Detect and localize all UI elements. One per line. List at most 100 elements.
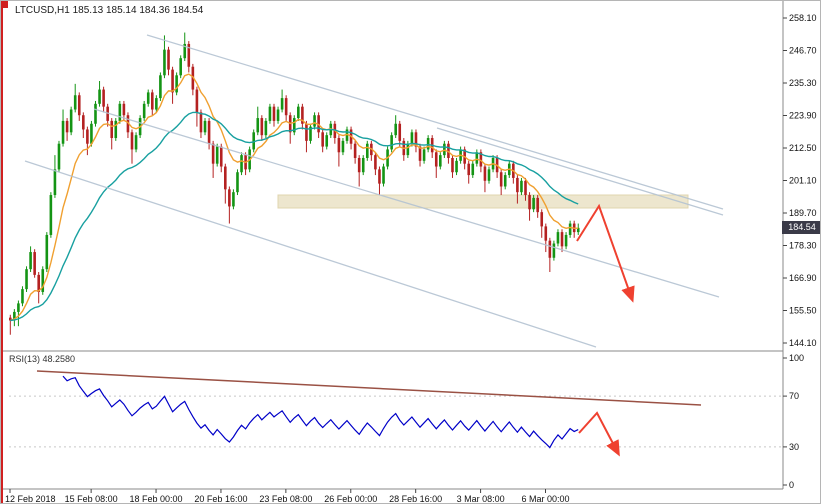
- candle-body: [122, 103, 126, 116]
- candle-body: [232, 192, 235, 207]
- candle-body: [337, 138, 341, 153]
- candle-body: [199, 112, 203, 133]
- candle-body: [390, 135, 393, 150]
- candle-body: [560, 232, 564, 247]
- candle-body: [451, 157, 454, 173]
- candle-body: [382, 166, 385, 184]
- candle-body: [211, 143, 215, 164]
- candle-body: [57, 143, 61, 170]
- candle-body: [260, 118, 264, 136]
- candle-body: [576, 227, 580, 233]
- price-axis-label: 166.90: [789, 273, 817, 283]
- candle-body: [357, 157, 361, 173]
- candle-body: [487, 169, 491, 181]
- window-corner-mark: [1, 1, 8, 8]
- candle-body: [90, 123, 93, 144]
- time-axis-label: 26 Feb 00:00: [324, 494, 377, 504]
- candle-body: [25, 269, 28, 290]
- candle-body: [297, 106, 300, 119]
- candle-body: [65, 120, 69, 133]
- candle-body: [353, 143, 357, 158]
- candle-body: [195, 89, 199, 113]
- rsi-trendline[interactable]: [36, 370, 702, 406]
- candle-body: [434, 152, 438, 167]
- trend-channel-line[interactable]: [436, 127, 724, 216]
- candle-body: [167, 49, 170, 70]
- price-axis-label: 155.50: [789, 306, 817, 316]
- candle-body: [528, 195, 531, 210]
- candle-body: [406, 143, 410, 156]
- candle-body: [69, 109, 73, 133]
- candle-body: [146, 92, 150, 104]
- candle-body: [455, 160, 458, 173]
- candle-body: [41, 269, 45, 292]
- rsi-indicator-label: RSI(13) 48.2580: [9, 354, 76, 364]
- candle-body: [341, 140, 345, 153]
- candle-body: [556, 232, 560, 244]
- time-axis-label: 28 Feb 16:00: [389, 494, 442, 504]
- price-axis-label: 201.10: [789, 176, 817, 186]
- price-projection-arrow[interactable]: [576, 203, 635, 303]
- candle-body: [86, 129, 89, 144]
- candle-body: [118, 103, 122, 121]
- trend-channel-line[interactable]: [93, 108, 720, 298]
- candle-body: [61, 120, 65, 144]
- rsi-line: [62, 375, 579, 449]
- candle-body: [309, 126, 312, 141]
- trend-channel-line[interactable]: [24, 160, 597, 348]
- window-left-border: [1, 1, 3, 503]
- price-axis-label: 144.10: [789, 338, 817, 348]
- time-axis-label: 20 Feb 16:00: [194, 494, 247, 504]
- candle-body: [439, 155, 442, 167]
- rsi-projection-arrow[interactable]: [578, 411, 620, 457]
- price-axis-label: 235.30: [789, 78, 817, 88]
- candle-body: [301, 106, 304, 124]
- price-axis-label: 258.10: [789, 13, 817, 23]
- candle-body: [37, 274, 40, 292]
- candle-body: [398, 123, 402, 141]
- candle-body: [240, 155, 243, 173]
- candle-body: [17, 303, 20, 312]
- candle-body: [130, 132, 134, 150]
- candle-body: [33, 252, 36, 275]
- rsi-axis-label: 100: [789, 353, 804, 363]
- time-axis-label: 6 Mar 00:00: [521, 494, 569, 504]
- candle-body: [98, 89, 101, 104]
- candle-body: [284, 98, 288, 116]
- candle-body: [540, 212, 544, 227]
- candle-body: [9, 317, 12, 321]
- candle-body: [365, 143, 369, 158]
- candle-body: [568, 223, 572, 235]
- candle-body: [426, 138, 430, 150]
- candle-body: [418, 146, 422, 161]
- candle-body: [29, 252, 32, 270]
- candle-body: [207, 120, 211, 144]
- slow-ma-line: [10, 111, 579, 322]
- candle-body: [378, 169, 381, 184]
- candle-body: [179, 58, 182, 76]
- candle-body: [134, 135, 138, 150]
- candle-body: [475, 152, 479, 164]
- candle-body: [524, 180, 527, 196]
- candle-body: [536, 197, 539, 213]
- candle-body: [264, 120, 268, 136]
- price-axis-label: 223.90: [789, 111, 817, 121]
- candle-body: [447, 143, 450, 158]
- trend-channel-line[interactable]: [146, 34, 724, 210]
- candle-body: [313, 115, 316, 127]
- candle-body: [325, 135, 329, 147]
- candle-body: [503, 175, 507, 187]
- candle-body: [471, 163, 475, 176]
- candle-body: [483, 166, 487, 181]
- candle-body: [110, 120, 114, 139]
- candle-body: [228, 189, 231, 207]
- candle-body: [479, 152, 483, 167]
- support-zone[interactable]: [277, 194, 689, 209]
- candle-body: [272, 106, 276, 121]
- candle-body: [13, 311, 16, 321]
- candle-body: [163, 49, 166, 76]
- time-axis-label: 12 Feb 2018: [5, 494, 56, 504]
- candle-body: [21, 289, 24, 304]
